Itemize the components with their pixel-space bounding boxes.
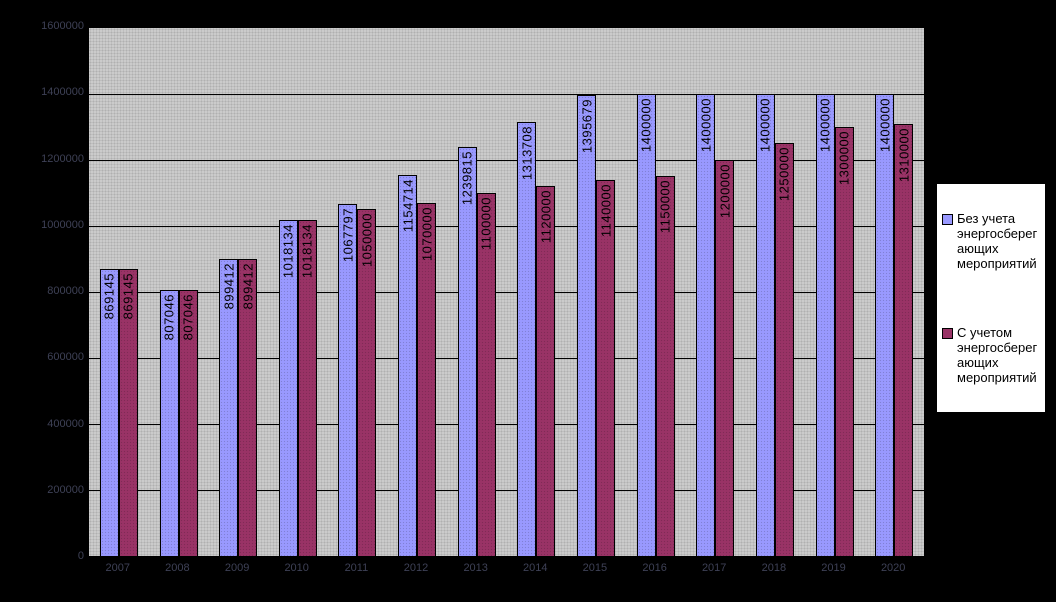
- bar-data-label: 1150000: [657, 180, 673, 234]
- gridline: [89, 292, 924, 293]
- y-axis-tick-label: 0: [77, 550, 84, 562]
- bar-data-label: 899412: [240, 263, 256, 310]
- bar-data-label: 1154714: [400, 179, 415, 233]
- bar-series2: 807046: [178, 290, 198, 556]
- legend-label-2: С учетом энергосберег ающих мероприятий: [957, 325, 1038, 385]
- bar-series2: 1140000: [596, 180, 615, 556]
- bar-series1: 1400000: [755, 94, 775, 556]
- gridline: [89, 94, 924, 95]
- y-axis-tick-label: 1000000: [41, 219, 84, 231]
- bar-data-label: 1018134: [299, 224, 315, 279]
- bar-series1: 1239815: [457, 147, 477, 556]
- bar-series2: 869145: [118, 269, 138, 556]
- bar-series1: 1154714: [398, 175, 417, 556]
- legend-swatch-1: [942, 214, 953, 225]
- x-axis-tick-label: 2009: [224, 562, 250, 574]
- bar-series2: 1150000: [655, 176, 675, 556]
- bar-series1: 869145: [99, 269, 119, 556]
- bar-data-label: 1400000: [638, 98, 654, 153]
- legend-entry-2: С учетом энергосберег ающих мероприятий: [942, 325, 1045, 385]
- x-axis-tick-label: 2018: [761, 562, 787, 574]
- x-axis-tick-label: 2010: [284, 562, 309, 574]
- bar-series1: 1067797: [338, 204, 358, 556]
- legend-swatch-2: [942, 328, 953, 339]
- x-axis-tick-label: 2007: [105, 562, 131, 574]
- bar-series1: 899412: [219, 259, 239, 556]
- legend-label-1: Без учета энергосберег ающих мероприятий: [957, 211, 1038, 271]
- bar-series2: 1250000: [774, 143, 794, 556]
- bar-series2: 1310000: [894, 124, 914, 556]
- gridline: [89, 160, 924, 161]
- x-axis-tick-label: 2016: [642, 562, 667, 574]
- plot-area: 869145 869145 807046 807046 899412 899412 1018…: [88, 27, 925, 557]
- gridline: [89, 226, 924, 227]
- bar-series2: 1018134: [297, 220, 317, 556]
- x-axis-tick-label: 2020: [880, 562, 906, 574]
- x-axis-tick-label: 2011: [344, 562, 369, 574]
- y-axis-tick-label: 400000: [47, 418, 84, 430]
- bar-data-label: 1300000: [836, 131, 852, 186]
- bar-series1: 1395679: [577, 95, 596, 556]
- bar-data-label: 1070000: [419, 207, 434, 262]
- x-axis-tick-label: 2013: [463, 562, 488, 574]
- gridline: [89, 490, 924, 491]
- bar-data-label: 1250000: [776, 147, 792, 202]
- legend: Без учета энергосберег ающих мероприятий…: [936, 183, 1046, 413]
- x-axis-tick-label: 2008: [165, 562, 190, 574]
- y-axis-tick-label: 1400000: [41, 86, 84, 98]
- bar-data-label: 1400000: [757, 98, 773, 153]
- y-axis-tick-label: 800000: [47, 285, 84, 297]
- bar-series1: 1400000: [696, 94, 716, 556]
- bar-series1: 1018134: [278, 220, 298, 556]
- y-axis-tick-label: 1200000: [41, 153, 84, 165]
- x-axis-tick-label: 2019: [821, 562, 846, 574]
- bar-series2: 1300000: [834, 127, 854, 556]
- bar-series2: 1120000: [536, 186, 556, 556]
- bar-data-label: 1018134: [280, 224, 296, 279]
- x-axis-tick-label: 2012: [403, 562, 429, 574]
- bar-data-label: 1100000: [478, 197, 494, 251]
- bar-series1: 1400000: [875, 94, 895, 556]
- bar-series2: 1070000: [417, 203, 436, 556]
- bar-data-label: 869145: [101, 273, 117, 320]
- bar-data-label: 807046: [161, 294, 177, 341]
- x-axis-tick-label: 2014: [523, 562, 548, 574]
- legend-entry-1: Без учета энергосберег ающих мероприятий: [942, 211, 1045, 271]
- bar-series2: 899412: [238, 259, 258, 556]
- bar-data-label: 1400000: [817, 98, 833, 153]
- bar-series2: 1050000: [357, 209, 377, 556]
- bar-data-label: 899412: [221, 263, 237, 310]
- bar-data-label: 1310000: [896, 128, 912, 183]
- bar-data-label: 1140000: [598, 184, 613, 238]
- bar-data-label: 1067797: [340, 208, 356, 263]
- gridline: [89, 358, 924, 359]
- gridline: [89, 424, 924, 425]
- bar-series1: 1400000: [815, 94, 835, 556]
- bar-data-label: 869145: [120, 273, 136, 320]
- y-axis-tick-label: 1600000: [41, 20, 84, 32]
- bar-data-label: 1200000: [717, 164, 733, 219]
- bar-data-label: 1400000: [877, 98, 893, 153]
- bar-series1: 1313708: [517, 122, 537, 556]
- bar-series1: 1400000: [636, 94, 656, 556]
- x-axis-tick-label: 2017: [701, 562, 727, 574]
- bar-data-label: 1239815: [459, 151, 475, 206]
- x-axis-tick-label: 2015: [582, 562, 608, 574]
- bar-series1: 807046: [159, 290, 179, 556]
- y-axis-tick-label: 200000: [47, 484, 84, 496]
- bar-data-label: 1313708: [519, 126, 535, 181]
- bar-series2: 1100000: [476, 193, 496, 556]
- bar-data-label: 1400000: [698, 98, 714, 153]
- bar-data-label: 1395679: [579, 99, 594, 154]
- bar-data-label: 1050000: [359, 213, 375, 268]
- bar-data-label: 1120000: [538, 190, 554, 244]
- bar-data-label: 807046: [180, 294, 196, 341]
- bar-series2: 1200000: [715, 160, 735, 556]
- y-axis-tick-label: 600000: [47, 351, 84, 363]
